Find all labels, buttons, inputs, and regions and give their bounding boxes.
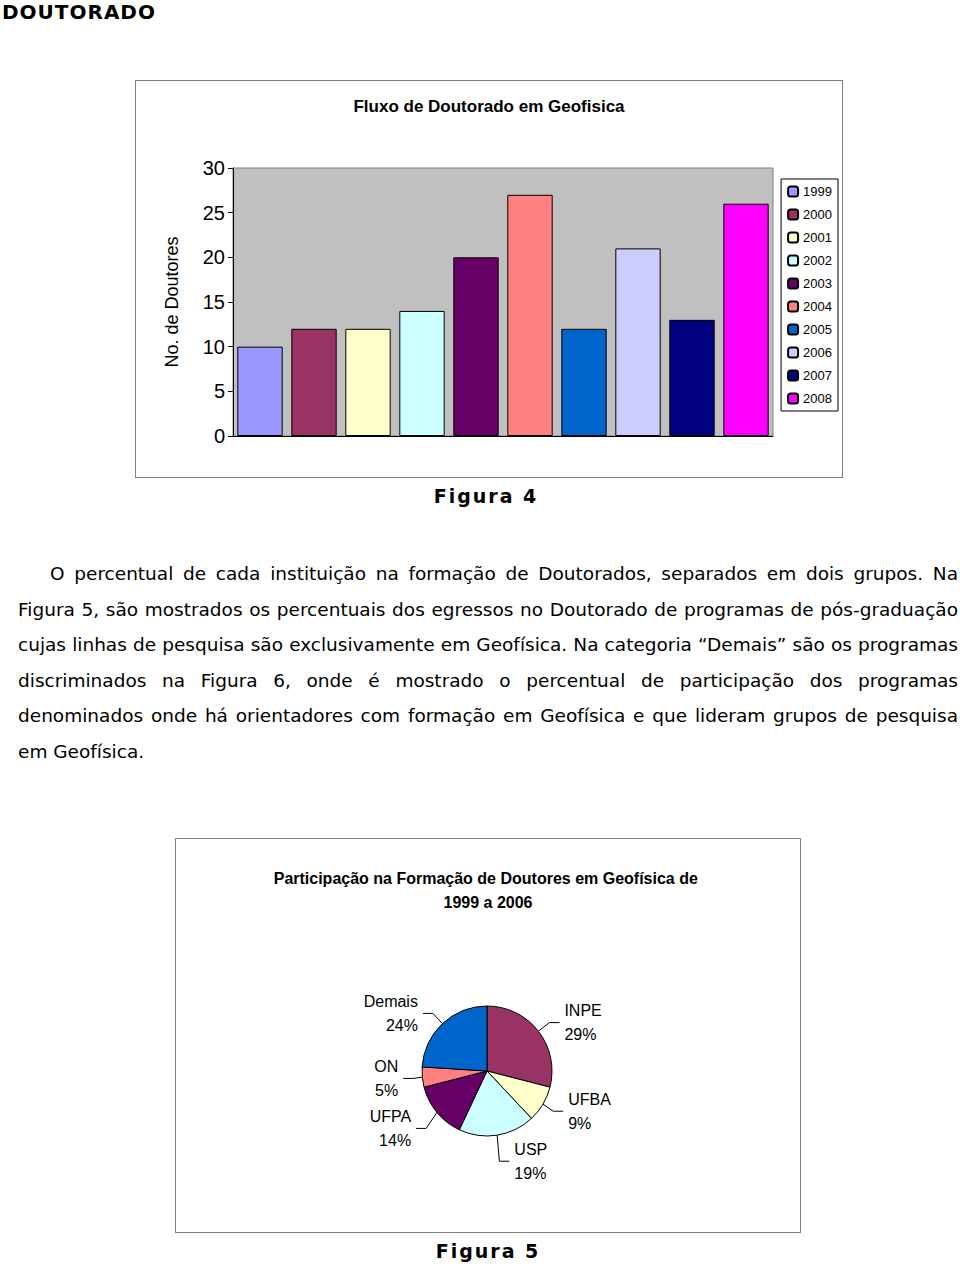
svg-text:30: 30 — [203, 157, 225, 179]
html-text:Figura 4: Figura 4 — [433, 485, 539, 507]
svg-text:5%: 5% — [375, 1082, 398, 1099]
svg-text:2006: 2006 — [803, 345, 832, 360]
svg-text:No. de Doutores: No. de Doutores — [162, 236, 182, 367]
svg-text:UFBA: UFBA — [568, 1091, 611, 1108]
svg-text:24%: 24% — [386, 1017, 418, 1034]
svg-text:2002: 2002 — [803, 253, 832, 268]
svg-text:9%: 9% — [568, 1115, 591, 1132]
svg-text:2001: 2001 — [803, 230, 832, 245]
svg-text:INPE: INPE — [564, 1002, 601, 1019]
svg-text:USP: USP — [514, 1141, 547, 1158]
svg-text:Fluxo de Doutorado em Geofisic: Fluxo de Doutorado em Geofisica — [353, 97, 625, 116]
svg-text:ON: ON — [374, 1058, 398, 1075]
svg-text:1999 a 2006: 1999 a 2006 — [444, 894, 533, 911]
svg-text:2004: 2004 — [803, 299, 832, 314]
html-text:DOUTORADO: DOUTORADO — [2, 0, 156, 24]
svg-text:2008: 2008 — [803, 391, 832, 406]
svg-text:5: 5 — [214, 380, 225, 402]
svg-text:Participação na Formação de Do: Participação na Formação de Doutores em … — [274, 870, 703, 887]
svg-text:20: 20 — [203, 246, 225, 268]
svg-text:Demais: Demais — [364, 993, 418, 1010]
svg-text:2007: 2007 — [803, 368, 832, 383]
svg-text:2000: 2000 — [803, 207, 832, 222]
svg-text:29%: 29% — [564, 1026, 596, 1043]
svg-text:25: 25 — [203, 202, 225, 224]
svg-text:10: 10 — [203, 336, 225, 358]
svg-text:UFPA: UFPA — [370, 1108, 412, 1125]
svg-text:2003: 2003 — [803, 276, 832, 291]
svg-text:19%: 19% — [514, 1165, 546, 1182]
svg-text:14%: 14% — [379, 1132, 411, 1149]
html-text:Figura 5: Figura 5 — [435, 1240, 541, 1262]
svg-text:1999: 1999 — [803, 184, 832, 199]
svg-text:2005: 2005 — [803, 322, 832, 337]
svg-text:0: 0 — [214, 425, 225, 447]
html-text:O percentual de cada instituiç: O percentual de cada instituição na form… — [18, 563, 958, 762]
svg-text:15: 15 — [203, 291, 225, 313]
